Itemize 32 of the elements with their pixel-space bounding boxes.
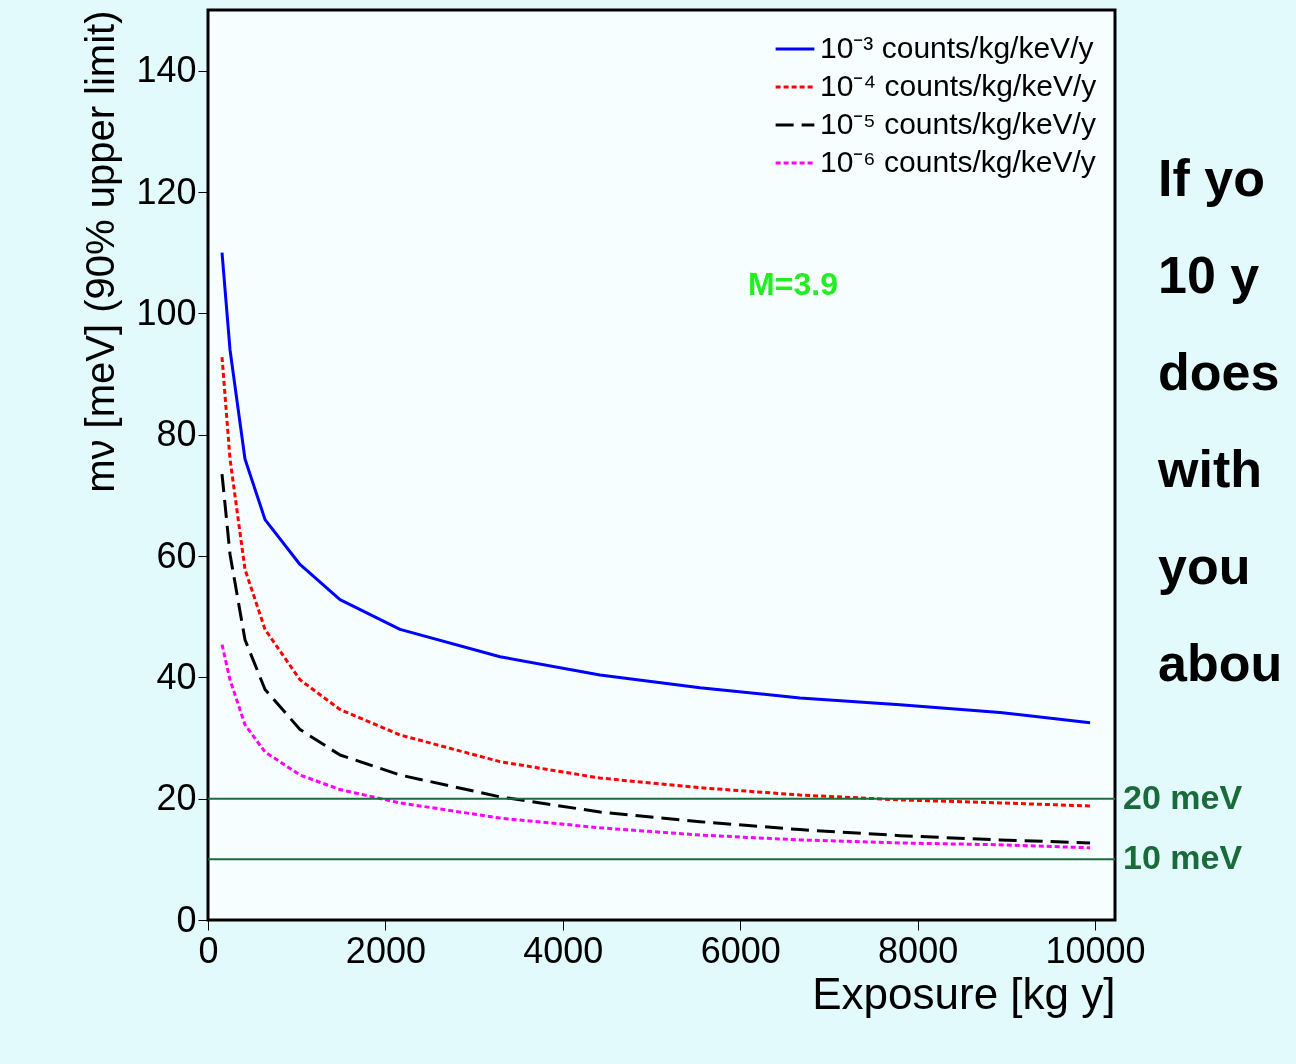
- text: does: [1158, 343, 1280, 401]
- legend-label: 10⁻⁴ counts/kg/keV/y: [820, 69, 1097, 102]
- annotation: M=3.9: [748, 266, 838, 302]
- y-tick-label: 0: [176, 898, 197, 940]
- line-series: [220, 355, 1092, 808]
- text: If yo: [1158, 149, 1265, 207]
- legend-label: 10⁻⁵ counts/kg/keV/y: [820, 107, 1096, 140]
- legend-label: 10⁻⁶ counts/kg/keV/y: [820, 145, 1096, 178]
- y-tick-label: 60: [156, 534, 197, 576]
- x-tick-label: 8000: [878, 929, 959, 971]
- x-tick-label: 4000: [523, 929, 604, 971]
- y-tick-label: 40: [156, 655, 197, 697]
- text: you: [1158, 537, 1251, 595]
- line-series: [220, 251, 1092, 725]
- y-tick-label: 20: [156, 777, 197, 819]
- text: abou: [1158, 634, 1283, 692]
- ref-line-label: 10 meV: [1123, 838, 1243, 877]
- line-series: [220, 472, 1092, 845]
- y-tick-label: 140: [136, 49, 197, 91]
- x-tick-label: 6000: [700, 929, 781, 971]
- y-tick-label: 100: [136, 291, 197, 333]
- y-tick-label: 120: [136, 170, 197, 212]
- y-tick-label: 80: [156, 413, 197, 455]
- x-tick-label: 10000: [1045, 929, 1146, 971]
- legend-label: 10⁻³ counts/kg/keV/y: [820, 31, 1094, 64]
- line-series: [220, 643, 1092, 850]
- x-axis-title: Exposure [kg y]: [812, 968, 1116, 1018]
- x-tick-label: 2000: [345, 929, 426, 971]
- y-axis-title: mν [meV] (90% upper limit): [78, 10, 123, 493]
- text: with: [1157, 440, 1262, 498]
- text: 10 y: [1158, 246, 1260, 304]
- ref-line-label: 20 meV: [1123, 777, 1243, 816]
